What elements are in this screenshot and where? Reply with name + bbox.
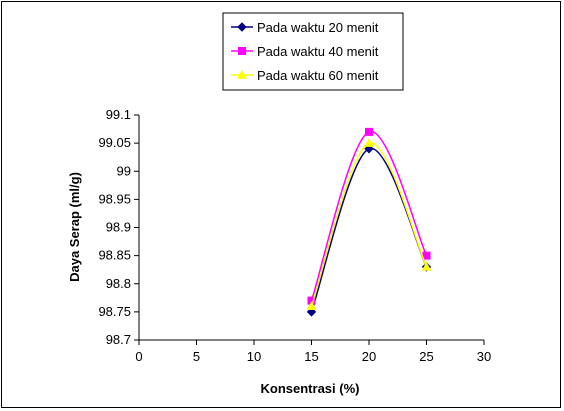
y-axis-title: Daya Serap (ml/g) [67, 172, 82, 282]
data-point [421, 261, 432, 271]
axes: 98.7 98.75 98.8 98.85 98.9 98.95 99 99.05 99.1 0 5… [98, 107, 491, 364]
x-axis-title: Konsentrasi (%) [261, 381, 360, 396]
x-tick-label: 10 [247, 349, 261, 364]
x-tick-label: 15 [304, 349, 318, 364]
x-tick-label: 25 [419, 349, 433, 364]
y-tick-label: 99 [117, 163, 131, 178]
plot-area [306, 127, 432, 317]
y-tick-label: 99.1 [106, 107, 131, 122]
y-tick-label: 98.85 [98, 248, 131, 263]
y-tick-label: 98.95 [98, 191, 131, 206]
legend-label: Pada waktu 60 menit [257, 68, 379, 83]
legend-item: Pada waktu 20 menit [231, 20, 379, 35]
legend-label: Pada waktu 40 menit [257, 44, 379, 59]
data-point [365, 127, 373, 136]
legend-label: Pada waktu 20 menit [257, 20, 379, 35]
x-tick-label: 5 [193, 349, 200, 364]
legend: Pada waktu 20 menit Pada waktu 40 menit Pa… [222, 12, 404, 91]
legend-marker [238, 47, 246, 55]
data-point [306, 301, 317, 310]
series-line [310, 147, 428, 313]
legend-marker [237, 69, 247, 79]
legend-item: Pada waktu 60 menit [231, 68, 379, 83]
series-line [310, 142, 428, 307]
series-pada-waktu-20-menit [306, 144, 432, 317]
series-pada-waktu-40-menit [307, 127, 431, 305]
x-tick-label: 30 [477, 349, 491, 364]
legend-item: Pada waktu 40 menit [231, 44, 379, 59]
series-pada-waktu-60-menit [306, 138, 432, 310]
y-tick-label: 99.05 [98, 135, 131, 150]
x-tick-label: 0 [135, 349, 142, 364]
legend-marker [237, 22, 247, 32]
y-tick-label: 98.7 [106, 332, 131, 347]
data-point [364, 138, 374, 147]
data-point [422, 251, 431, 260]
y-tick-label: 98.75 [98, 304, 131, 319]
y-tick-label: 98.8 [106, 276, 131, 291]
x-tick-label: 20 [362, 349, 376, 364]
y-tick-label: 98.9 [106, 220, 131, 235]
